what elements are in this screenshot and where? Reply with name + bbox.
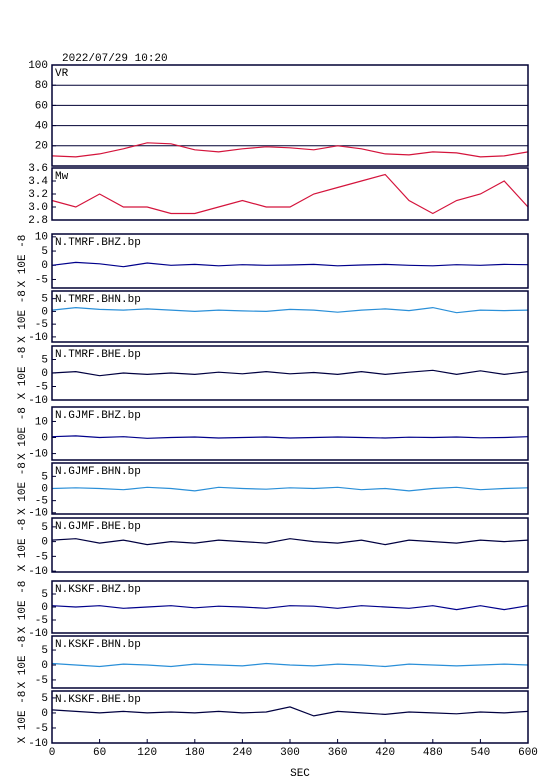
y-tick-label: 5 — [41, 246, 48, 258]
x-axis-label: SEC — [290, 768, 310, 780]
panel-frame — [51, 64, 529, 167]
series-line — [51, 605, 529, 611]
series-line — [51, 662, 529, 668]
y-tick-label: 10 — [35, 232, 48, 244]
y-tick-label: -10 — [28, 628, 48, 640]
y-tick-label: 3.0 — [28, 202, 48, 214]
y-tick-label: -10 — [28, 566, 48, 578]
series-name: N.TMRF.BHE.bp — [55, 349, 141, 361]
panel-frame — [51, 462, 529, 515]
x-tick-label: 600 — [518, 747, 538, 759]
y-tick-label: 100 — [28, 60, 48, 72]
y-tick-label: 2.8 — [28, 215, 48, 227]
panel-frame — [51, 345, 529, 401]
y-axis-label: X 10E -8 — [17, 462, 29, 515]
y-tick-label: 20 — [35, 141, 48, 153]
y-tick-label: 0 — [41, 602, 48, 614]
y-tick-label: 5 — [41, 294, 48, 306]
series-line — [51, 435, 529, 439]
y-tick-label: 5 — [41, 522, 48, 534]
y-tick-label: 3.6 — [28, 163, 48, 175]
series-line — [51, 369, 529, 377]
y-tick-label: -5 — [35, 319, 48, 331]
y-tick-label: 0 — [41, 432, 48, 444]
series-line — [51, 173, 529, 215]
y-axis-label: X 10E -8 — [17, 290, 29, 343]
y-tick-label: 0 — [41, 368, 48, 380]
x-tick-label: 60 — [93, 747, 106, 759]
y-tick-label: 3.2 — [28, 189, 48, 201]
series-line — [51, 486, 529, 492]
y-tick-label: -5 — [35, 675, 48, 687]
series-name: N.GJMF.BHZ.bp — [55, 410, 141, 422]
y-tick-label: 0 — [41, 483, 48, 495]
y-tick-label: 60 — [35, 100, 48, 112]
y-tick-label: 5 — [41, 589, 48, 601]
y-axis-label: X 10E -8 — [17, 347, 29, 400]
series-line — [51, 261, 529, 268]
series-name: Mw — [55, 171, 69, 183]
y-tick-label: 5 — [41, 471, 48, 483]
x-tick-label: 420 — [375, 747, 395, 759]
y-tick-label: 5 — [41, 693, 48, 705]
y-axis-label: X 10E -8 — [17, 407, 29, 460]
series-name: N.TMRF.BHN.bp — [55, 294, 141, 306]
panel-frame — [51, 406, 529, 461]
y-tick-label: -10 — [28, 448, 48, 460]
x-tick-label: 360 — [328, 747, 348, 759]
y-tick-label: -5 — [35, 723, 48, 735]
series-name: N.KSKF.BHE.bp — [55, 694, 141, 706]
y-tick-label: 0 — [41, 708, 48, 720]
series-line — [51, 538, 529, 546]
x-tick-label: 120 — [137, 747, 157, 759]
y-tick-label: 0 — [41, 306, 48, 318]
x-tick-label: 540 — [470, 747, 490, 759]
series-name: N.KSKF.BHZ.bp — [55, 584, 141, 596]
series-name: N.GJMF.BHE.bp — [55, 521, 141, 533]
y-tick-label: 0 — [41, 660, 48, 672]
panel-frame — [51, 290, 529, 343]
panel-frame — [51, 517, 529, 573]
y-tick-label: 10 — [35, 416, 48, 428]
y-tick-label: -10 — [28, 738, 48, 750]
series-name: N.GJMF.BHN.bp — [55, 466, 141, 478]
y-tick-label: -5 — [35, 615, 48, 627]
y-tick-label: -10 — [28, 395, 48, 407]
chart-title: 2022/07/29 10:20 — [62, 53, 168, 65]
y-axis-label: X 10E -8 — [17, 235, 29, 288]
y-tick-label: -10 — [28, 332, 48, 344]
y-tick-label: -5 — [35, 274, 48, 286]
y-tick-label: 80 — [35, 80, 48, 92]
y-tick-label: -5 — [35, 381, 48, 393]
y-tick-label: 0 — [41, 260, 48, 272]
panel-frame — [51, 233, 529, 289]
x-tick-label: 240 — [232, 747, 252, 759]
series-line — [51, 142, 529, 158]
series-name: VR — [55, 68, 69, 80]
y-axis-label: X 10E -8 — [17, 636, 29, 689]
panel-frame — [51, 167, 529, 221]
y-tick-label: 5 — [41, 354, 48, 366]
panel-frame — [51, 580, 529, 634]
y-tick-label: -5 — [35, 496, 48, 508]
y-axis-label: X 10E -8 — [17, 691, 29, 744]
y-tick-label: 3.4 — [28, 176, 48, 188]
y-tick-label: -10 — [28, 508, 48, 520]
x-tick-label: 0 — [49, 747, 56, 759]
series-name: N.TMRF.BHZ.bp — [55, 237, 141, 249]
x-tick-label: 300 — [280, 747, 300, 759]
series-line — [51, 306, 529, 314]
y-tick-label: 5 — [41, 645, 48, 657]
y-tick-label: 0 — [41, 537, 48, 549]
x-tick-label: 480 — [423, 747, 443, 759]
y-tick-label: -5 — [35, 551, 48, 563]
y-tick-label: 40 — [35, 121, 48, 133]
series-line — [51, 706, 529, 717]
series-name: N.KSKF.BHN.bp — [55, 639, 141, 651]
panel-frame — [51, 635, 529, 689]
y-axis-label: X 10E -8 — [17, 581, 29, 634]
y-axis-label: X 10E -8 — [17, 519, 29, 572]
x-tick-label: 180 — [185, 747, 205, 759]
